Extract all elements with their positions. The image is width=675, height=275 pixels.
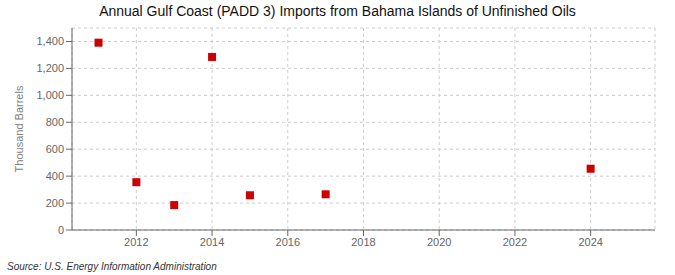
- html-text:Source: U.S. Energy Informatio: Source: U.S. Energy Information Administ…: [7, 261, 217, 272]
- svg-text:2012: 2012: [124, 236, 148, 248]
- svg-text:1,200: 1,200: [36, 62, 64, 74]
- svg-text:2018: 2018: [351, 236, 375, 248]
- svg-text:1,400: 1,400: [36, 35, 64, 47]
- svg-text:200: 200: [46, 197, 64, 209]
- svg-text:2016: 2016: [276, 236, 300, 248]
- svg-text:2020: 2020: [427, 236, 451, 248]
- svg-text:1,000: 1,000: [36, 89, 64, 101]
- svg-text:800: 800: [46, 116, 64, 128]
- svg-text:Thousand Barrels: Thousand Barrels: [13, 85, 25, 172]
- svg-text:2022: 2022: [503, 236, 527, 248]
- html-text:Annual Gulf Coast (PADD 3) Imp: Annual Gulf Coast (PADD 3) Imports from …: [99, 3, 576, 19]
- svg-text:2014: 2014: [200, 236, 224, 248]
- svg-text:0: 0: [58, 224, 64, 236]
- svg-text:600: 600: [46, 143, 64, 155]
- svg-text:2024: 2024: [578, 236, 602, 248]
- svg-text:400: 400: [46, 170, 64, 182]
